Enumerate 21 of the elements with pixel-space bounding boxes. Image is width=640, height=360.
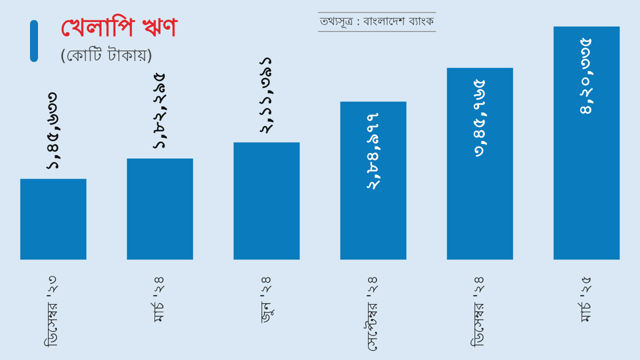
bar bbox=[446, 68, 514, 260]
bar bbox=[126, 158, 194, 260]
x-tick-label: সেপ্টেম্বর '২৪ bbox=[364, 276, 381, 352]
data-label: ৩,৪৫,৭৬৫ bbox=[469, 78, 490, 157]
data-label: ১,৮২,২৯৫ bbox=[149, 72, 170, 151]
x-tick-label: মার্চ '২৪ bbox=[150, 276, 168, 324]
text: (কোটি টাকায়) bbox=[60, 46, 153, 66]
bar bbox=[554, 26, 620, 260]
chart-title: খেলাপি ঋণ bbox=[60, 14, 178, 42]
x-tick-label: জুন '২৪ bbox=[258, 276, 274, 324]
bar bbox=[20, 178, 86, 260]
bar bbox=[340, 102, 406, 260]
bar bbox=[234, 142, 300, 260]
x-tick-label: মার্চ '২৫ bbox=[577, 276, 594, 324]
annotation: তথ্যসূত্র : বাংলাদেশ ব্যাংক bbox=[318, 12, 436, 32]
x-tick-label: ডিসেম্বর '২৩ bbox=[44, 276, 61, 348]
data-label: ১,৪৫,৬৩৩ bbox=[42, 92, 63, 171]
x-tick-label: ডিসেম্বর '২৪ bbox=[470, 276, 488, 348]
data-label: ২,১১,৩৯১ bbox=[256, 55, 276, 134]
data-label: ৪,২০,৩৩৫ bbox=[576, 36, 596, 116]
data-label: ২,৮৪,৯৭৭ bbox=[362, 112, 383, 190]
